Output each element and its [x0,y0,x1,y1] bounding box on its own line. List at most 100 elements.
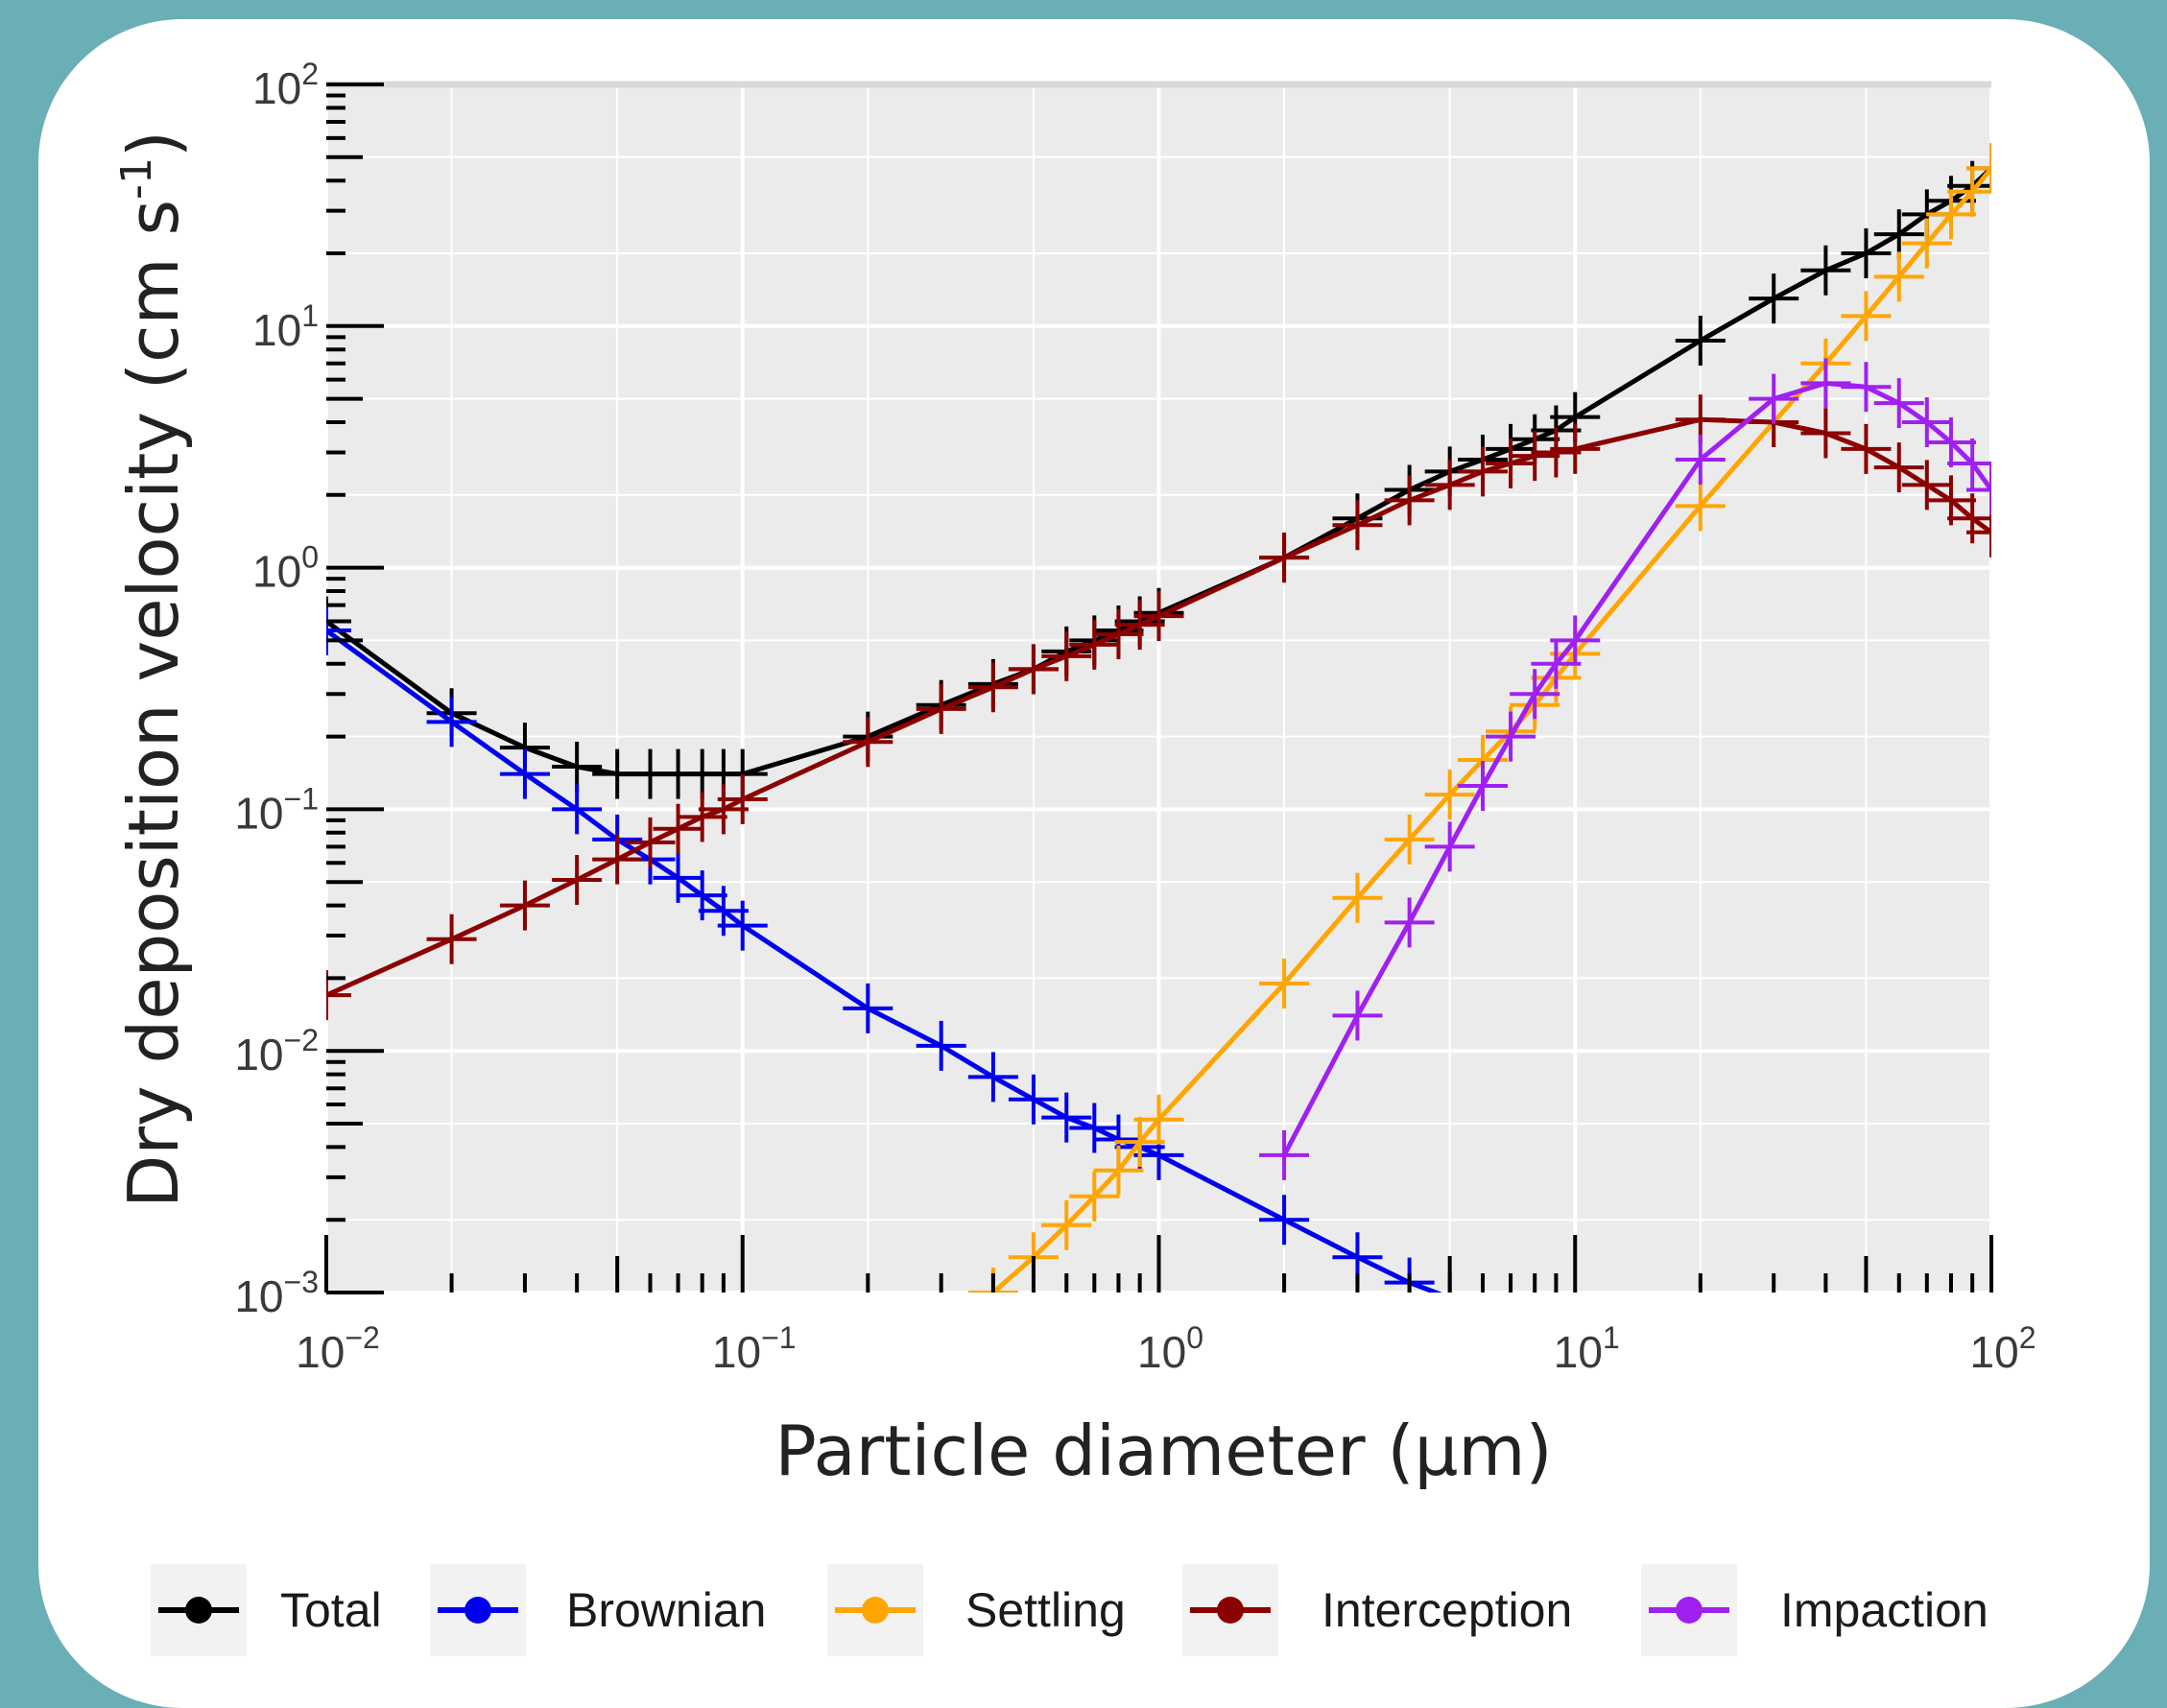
data-point [1332,990,1383,1041]
data-point [1966,507,1991,557]
data-point [1749,373,1799,424]
data-point [1008,644,1059,695]
data-point [916,683,966,734]
data-point [1069,1103,1120,1153]
y-tick-label: 100 [252,540,319,597]
data-point [499,880,550,931]
data-point [843,717,893,768]
legend-item-interception: Interception [1182,1564,1572,1656]
data-point [1069,619,1120,670]
data-point [1486,711,1536,762]
data-point [552,855,603,906]
data-point [1424,460,1475,510]
x-axis-label: Particle diameter (μm) [774,1411,1552,1491]
data-point [1486,438,1536,488]
data-point [1259,1129,1310,1180]
data-point [1510,669,1560,720]
data-point [1384,897,1435,948]
data-point [1925,189,1976,240]
data-point [698,784,749,835]
data-point [1966,143,1991,194]
data-point [1259,1195,1310,1245]
legend-key-marker [1676,1597,1703,1624]
series-layer [326,143,1991,1293]
data-point [326,970,351,1021]
data-point [717,900,768,951]
y-axis-label: Dry deposition velocity (cm s-1) [112,130,194,1208]
data-point [967,1052,1018,1103]
data-point [1384,475,1435,526]
data-point [677,792,727,842]
data-point [717,773,768,824]
data-point [1966,464,1991,515]
data-point [1531,638,1582,689]
data-point [916,1020,966,1071]
data-point [1424,770,1475,820]
data-point [1841,362,1892,413]
y-tick-label: 102 [252,57,319,113]
data-point [1947,438,1991,488]
data-point [1069,1171,1120,1222]
data-point [1424,821,1475,872]
data-point [1901,397,1952,448]
legend-label: Settling [965,1583,1126,1637]
data-point [1749,273,1799,324]
y-tick-label: 10−1 [234,781,319,838]
legend-key-marker [464,1597,491,1624]
data-point [1041,1199,1092,1250]
series-impaction [1259,358,1991,1180]
data-point [1531,427,1582,478]
data-point [1259,959,1310,1009]
data-point [1114,1117,1165,1168]
y-tick-label: 10−2 [234,1023,319,1079]
x-tick-label: 100 [1137,1320,1203,1377]
x-tick-label: 10−2 [296,1320,380,1377]
data-point [1550,615,1601,666]
data-point [1675,481,1726,532]
data-point [1873,378,1924,429]
data-point [625,817,676,867]
y-tick-label: 10−3 [234,1265,319,1321]
data-point [1384,814,1435,865]
data-point [552,784,603,835]
data-point [1800,408,1851,459]
data-point [1550,423,1601,474]
data-point [1041,1092,1092,1143]
data-point [1133,591,1184,642]
data-point [1841,423,1892,474]
x-tick-label: 10−1 [712,1320,797,1377]
y-tick-label: 101 [252,298,319,355]
data-point [1041,630,1092,681]
data-point [1510,431,1560,482]
data-point [1873,442,1924,493]
data-point [552,742,603,793]
data-point [1675,435,1726,486]
legend-key-marker [1217,1597,1244,1624]
series-interception [326,394,1991,1021]
data-point [1873,251,1924,302]
legend-label: Total [280,1583,382,1637]
data-point [1675,316,1726,367]
data-point [1008,1074,1059,1125]
legend-item-impaction: Impaction [1641,1564,1988,1656]
data-point [1093,609,1144,660]
legend-label: Brownian [566,1583,766,1637]
legend-label: Impaction [1780,1583,1988,1637]
data-point [1841,228,1892,279]
legend-label: Interception [1322,1583,1572,1637]
data-point [1901,218,1952,269]
data-point [1873,209,1924,260]
data-point [653,803,703,854]
data-point [1259,533,1310,583]
legend-item-brownian: Brownian [430,1564,766,1656]
data-point [426,697,477,747]
series-line [1281,380,1991,1158]
data-point [1925,417,1976,468]
data-point [1800,245,1851,296]
data-point [1800,358,1851,409]
data-point [967,662,1018,713]
legend-key-marker [185,1597,212,1624]
data-point [1947,166,1991,217]
legend-key-marker [862,1597,889,1624]
